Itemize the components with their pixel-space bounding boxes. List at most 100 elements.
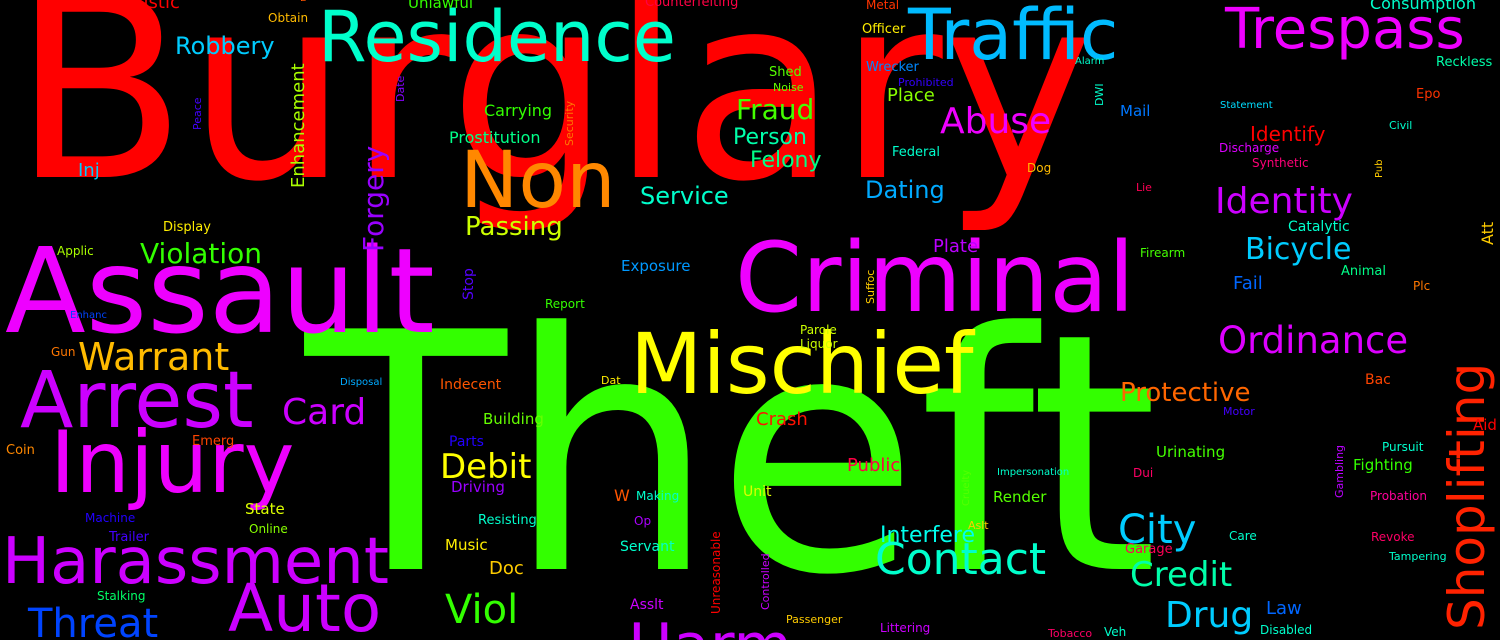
word-peace: Peace <box>191 97 204 130</box>
word-tampering: Tampering <box>1389 550 1447 563</box>
word-alarm: E <box>300 0 306 4</box>
word-parts: Parts <box>449 434 484 450</box>
word-prohibited: Prohibited <box>898 76 954 89</box>
word-residence: Residence <box>318 0 676 78</box>
word-coin: Coin <box>6 443 35 458</box>
word-lie: Lie <box>1136 181 1152 194</box>
word-music: Music <box>445 536 488 554</box>
word-stalking: Stalking <box>97 589 146 603</box>
word-harassment: Harassment <box>2 525 389 599</box>
word-aid: Att <box>1478 221 1497 245</box>
word-prostitution: Prostitution <box>449 128 541 147</box>
word-cruelty: Bac <box>1365 372 1391 388</box>
word-mail: Mail <box>1120 102 1151 120</box>
word-minor: Pub <box>1374 159 1385 178</box>
word-warrant: Warrant <box>78 335 230 379</box>
word-traffic: Traffic <box>908 0 1119 76</box>
word-crash: Crash <box>756 409 808 430</box>
word-person: Person <box>733 125 807 150</box>
word-shed: Shed <box>769 65 802 80</box>
word-enhancement: Enhancement <box>288 63 309 188</box>
word-applic: Applic <box>57 244 94 258</box>
word-burglary: Burglary <box>12 0 1094 238</box>
word-robbery: Robbery <box>175 32 275 60</box>
word-unreasonable: Unreasonable <box>709 531 723 614</box>
word-officer: Officer <box>862 22 906 37</box>
word-law: Law <box>1266 598 1302 619</box>
word-trailer: Trailer <box>109 530 149 545</box>
word-revoke: Revoke <box>1371 530 1415 544</box>
word-public: Public <box>847 455 901 476</box>
word-civil: Civil <box>1389 119 1413 132</box>
word-garage: Garage <box>1125 542 1173 557</box>
word-liquor: Liquor <box>800 337 838 351</box>
word-bicycle: Bicycle <box>1245 232 1352 267</box>
word-consumption: Consumption <box>1370 0 1476 13</box>
word-viol: Viol <box>445 587 519 633</box>
word-bac: Aid <box>1473 416 1497 434</box>
word-contact: Contact <box>875 534 1047 585</box>
word-resisting: Resisting <box>478 513 537 528</box>
word-metal: Metal <box>866 0 900 12</box>
word-parole: Parole <box>800 323 837 337</box>
word-identify: Identify <box>1250 122 1326 146</box>
word-suffoc: Suffoc <box>864 269 877 304</box>
word-asslt: Asslt <box>630 597 664 613</box>
word-place: Place <box>887 85 935 106</box>
word-animal: Animal <box>1341 264 1386 279</box>
word-non: Non <box>460 136 616 226</box>
word-pursuit: Pursuit <box>1382 440 1424 454</box>
word-epo: Epo <box>1416 87 1441 102</box>
word-firearm: Firearm <box>1140 246 1186 260</box>
word-dui: Dui <box>1133 466 1154 480</box>
word-city: City <box>1118 507 1197 553</box>
word-disposal: Disposal <box>340 377 383 388</box>
word-dwi: Harm <box>628 616 792 640</box>
word-unlawful: Unlawful <box>408 0 474 12</box>
word-pub: DWI <box>1093 83 1106 106</box>
word-making: Making <box>636 489 680 503</box>
word-wrecker: Wrecker <box>866 60 919 75</box>
word-driving: Driving <box>451 478 505 496</box>
word-credit: Credit <box>1130 555 1233 595</box>
word-discharge: Discharge <box>1219 141 1280 155</box>
word-aslt: Aslt <box>968 519 989 532</box>
word-fail: Fail <box>1233 273 1263 294</box>
word-plc: Plc <box>1413 279 1431 293</box>
word-dog: Dog <box>1027 161 1052 175</box>
word-exposure: Exposure <box>621 257 691 275</box>
word-shoplifting: Shoplifting <box>1438 362 1496 630</box>
word-dat: Dat <box>601 374 621 387</box>
word-tobacco: Tobacco <box>1048 627 1093 640</box>
word-stop: Stop <box>461 268 477 300</box>
word-indecent: Indecent <box>440 377 502 393</box>
word-unit: Unit <box>743 484 772 500</box>
word-probation: Probation <box>1370 489 1427 503</box>
word-federal: Federal <box>892 145 940 160</box>
word-passing: Passing <box>465 212 563 242</box>
word-dating: Dating <box>865 176 945 204</box>
word-fighting: Fighting <box>1353 456 1413 474</box>
word-carrying: Carrying <box>484 101 553 120</box>
word-motor: Motor <box>1223 405 1255 418</box>
word-card: Card <box>282 392 367 433</box>
word-reckless: Reckless <box>1436 55 1493 70</box>
word-injury: Injury <box>50 413 295 513</box>
word-protective: Protective <box>1120 378 1251 408</box>
word-debit: Debit <box>440 447 532 487</box>
word-assault: Assault <box>5 222 435 360</box>
word-urinating: Urinating <box>1156 443 1226 461</box>
word-state: State <box>245 500 285 518</box>
word-catalytic: Catalytic <box>1288 219 1350 235</box>
word-threat: Threat <box>28 601 159 640</box>
word-forgery: Forgery <box>357 145 390 252</box>
word-synthetic: Synthetic <box>1252 156 1309 170</box>
word-counterfeiting: Counterfeiting <box>645 0 739 10</box>
word-render: Render <box>993 488 1047 506</box>
word-online: Online <box>249 522 288 536</box>
word-noise: Noise <box>773 81 804 94</box>
word-display: Display <box>163 220 211 235</box>
word-passenger: Passenger <box>786 613 843 626</box>
word-w: W <box>614 486 630 505</box>
